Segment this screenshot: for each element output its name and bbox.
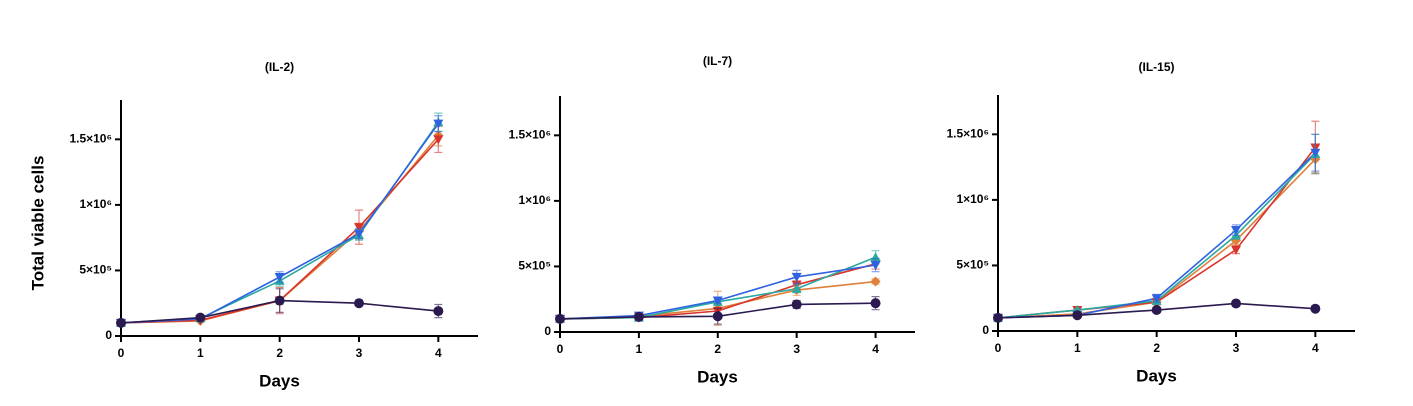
data-point <box>354 229 364 239</box>
series-line <box>997 146 1316 319</box>
y-tick-label: 5×10⁵ <box>79 263 112 277</box>
data-point <box>1310 148 1321 158</box>
data-point <box>195 312 206 323</box>
x-tick-label: 2 <box>714 342 721 356</box>
x-axis-label: Days <box>259 371 300 390</box>
data-point <box>433 119 444 129</box>
chart-title: (IL-2) <box>265 60 294 74</box>
x-axis-label: Days <box>1136 366 1177 385</box>
x-tick-label: 1 <box>197 346 204 360</box>
y-tick-label: 0 <box>544 324 551 338</box>
y-tick-label: 1×10⁶ <box>956 192 989 206</box>
y-tick-label: 1.5×10⁶ <box>508 128 551 142</box>
y-tick-label: 0 <box>105 328 112 342</box>
series-line <box>997 152 1316 319</box>
data-point <box>870 276 881 287</box>
data-point <box>116 317 126 328</box>
chart: (IL-7) Days 0 5×10⁵ 1×10⁶ 1.5×10⁶ 0 1 2 3 4 <box>508 54 915 386</box>
x-tick-label: 1 <box>636 342 643 356</box>
x-tick-label: 0 <box>118 346 125 360</box>
data-point <box>354 298 364 309</box>
y-tick-label: 1×10⁶ <box>79 197 112 211</box>
x-tick-label: 2 <box>1153 341 1160 355</box>
x-tick-label: 4 <box>872 342 879 356</box>
data-point <box>1310 303 1321 314</box>
data-point <box>433 135 444 145</box>
data-point <box>354 223 364 233</box>
x-tick-label: 2 <box>276 346 283 360</box>
y-tick-label: 1.5×10⁶ <box>946 127 989 141</box>
data-point <box>1151 294 1162 304</box>
chart-title: (IL-7) <box>703 54 732 68</box>
series-line <box>997 153 1316 319</box>
x-tick-label: 0 <box>557 342 564 356</box>
y-tick-label: 5×10⁵ <box>956 258 989 272</box>
data-point <box>870 261 881 271</box>
y-axis-label: Total viable cells <box>28 156 47 291</box>
data-point <box>1151 305 1162 316</box>
x-tick-label: 3 <box>793 342 800 356</box>
data-point <box>433 306 444 317</box>
x-tick-label: 0 <box>995 341 1002 355</box>
data-point <box>712 296 723 306</box>
x-tick-label: 3 <box>356 346 363 360</box>
data-point <box>791 283 802 293</box>
y-tick-label: 1.5×10⁶ <box>69 132 112 146</box>
x-tick-label: 4 <box>435 346 442 360</box>
data-point <box>870 298 881 309</box>
data-point <box>791 272 802 282</box>
data-point <box>993 312 1003 323</box>
data-point <box>633 311 644 322</box>
data-point <box>1231 245 1241 255</box>
data-point <box>712 311 723 322</box>
y-tick-label: 0 <box>982 323 989 337</box>
data-point <box>555 313 565 324</box>
y-tick-label: 5×10⁵ <box>518 259 551 273</box>
data-point <box>791 299 802 310</box>
chart-title: (IL-15) <box>1139 60 1175 74</box>
data-point <box>274 295 285 306</box>
x-tick-label: 4 <box>1312 341 1319 355</box>
chart: (IL-2) Days Total viable cells 0 5×10⁵ 1×10⁶ 1… <box>28 60 478 390</box>
chart: (IL-15) Days 0 5×10⁵ 1×10⁶ 1.5×10⁶ 0 1 2 3 4 <box>946 60 1355 385</box>
x-tick-label: 3 <box>1233 341 1240 355</box>
x-axis-label: Days <box>697 367 738 386</box>
data-point <box>1231 298 1241 309</box>
data-point <box>274 273 285 282</box>
x-tick-label: 1 <box>1074 341 1081 355</box>
data-point <box>1072 310 1083 321</box>
y-tick-label: 1×10⁶ <box>518 193 551 207</box>
data-point <box>1231 226 1241 236</box>
